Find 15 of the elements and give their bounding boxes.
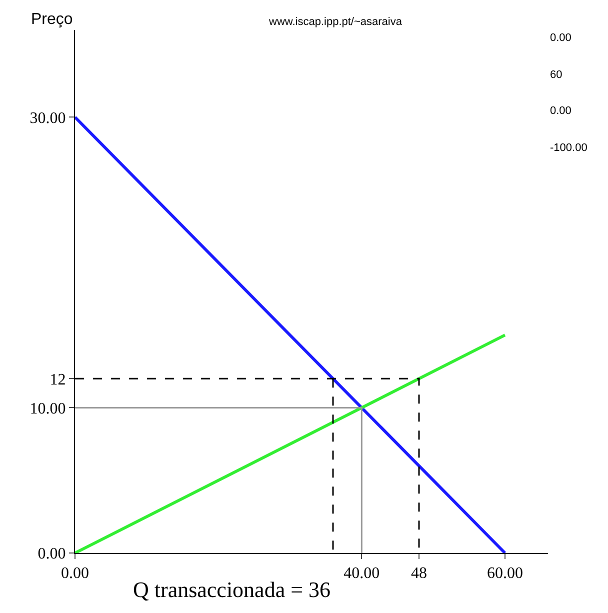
y-tick-label: 10.00	[30, 400, 66, 418]
text: 60	[550, 69, 562, 81]
y-tick-label: 12	[50, 371, 66, 388]
x-tick-label: 40.00	[344, 565, 380, 582]
x-tick-label: 48	[411, 565, 427, 582]
x-tick-label: 60.00	[487, 565, 523, 582]
y-tick-label: 0.00	[38, 546, 66, 563]
text: www.iscap.ipp.pt/~asaraiva	[268, 16, 403, 28]
text: -100.00	[550, 142, 588, 154]
y-tick-label: 30.00	[30, 110, 66, 127]
text: 0.00	[550, 32, 572, 44]
annotation: Q transaccionada = 36	[133, 577, 330, 602]
x-tick-label: 0.00	[61, 565, 89, 582]
y-axis-title: Preço	[31, 11, 73, 28]
text: 0.00	[550, 105, 572, 117]
